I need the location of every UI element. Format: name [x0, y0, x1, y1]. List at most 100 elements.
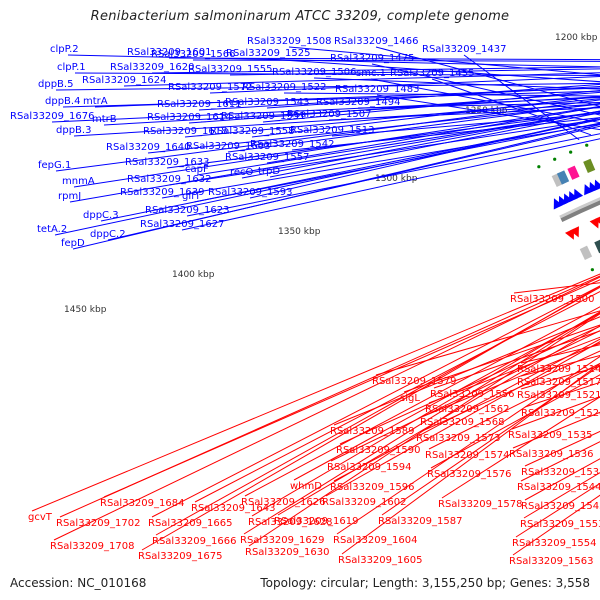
forward-leader-line	[288, 46, 600, 76]
forward-gene-label: dppC.3	[83, 210, 119, 221]
forward-gene-label: RSal33209_1558	[210, 126, 294, 137]
reverse-leader-line	[243, 312, 600, 535]
forward-gene-label: RSal33209_1601	[127, 47, 211, 58]
forward-gene-label: fepD	[61, 238, 85, 249]
forward-gene-label: RSal33209_1676	[10, 111, 94, 122]
reverse-leader-line	[339, 325, 600, 445]
reverse-gene-label: RSal33209_1578	[438, 499, 522, 510]
forward-leader-line	[184, 98, 600, 138]
forward-gene-label: RSal33209_1620	[110, 62, 194, 73]
reverse-leader-line	[428, 362, 600, 450]
cog-box-outer	[551, 172, 564, 187]
forward-gene-labels: clpP.2 clpP.1 dppB.5 dppB.4 RSal33209_1676dp…	[10, 36, 506, 249]
forward-leader-line	[357, 102, 600, 109]
reverse-gene-label: RSal33209_1517	[517, 377, 600, 388]
forward-leader-line	[328, 107, 600, 121]
reverse-gene-labels: RSal33209_1500 RSal33209_1514 RSal33209_15…	[28, 294, 600, 567]
forward-leader-line	[123, 72, 600, 87]
forward-leader-line	[241, 110, 600, 179]
forward-leader-line	[331, 113, 600, 137]
reverse-leader-line	[325, 341, 600, 497]
forward-gene-label: RSal33209_1557	[225, 152, 309, 163]
scale-tick-label: 1350 kbp	[278, 227, 321, 237]
scale-tick-label: 1300 kbp	[375, 174, 418, 184]
forward-gene-label: RSal33209_1624	[82, 75, 166, 86]
cog-box-outer	[556, 170, 570, 185]
forward-gene-label: RSal33209_1522	[242, 82, 326, 93]
forward-leader-line	[168, 57, 600, 61]
forward-leader-line	[69, 110, 600, 203]
rna-marker	[553, 157, 557, 161]
forward-leader-line	[54, 118, 600, 236]
reverse-leader-line	[330, 330, 600, 462]
reverse-gene-label: RSal33209_1535	[508, 430, 592, 441]
forward-leader-line	[51, 96, 600, 123]
reverse-gene-label: RSal33209_1708	[50, 541, 134, 552]
cog-box-inner	[579, 245, 593, 260]
reverse-gene-label: RSal33209_1602	[322, 497, 406, 508]
forward-gene-arrow	[558, 195, 568, 208]
reverse-gene-label: RSal33209_1524	[521, 408, 600, 419]
forward-gene-label: trpD	[258, 166, 280, 177]
forward-leader-line	[375, 46, 600, 107]
forward-gene-label: RSal33209_1603	[186, 141, 270, 152]
reverse-gene-label: RSal33209_1643	[191, 503, 275, 514]
reverse-leader-line	[419, 350, 600, 433]
reverse-gene-label: RSal33209_1629	[240, 535, 324, 546]
reverse-leader-line	[293, 312, 600, 481]
reverse-leader-line	[248, 313, 600, 547]
reverse-leader-line	[277, 325, 600, 516]
forward-leader-line	[94, 87, 600, 108]
forward-label-leaders	[51, 46, 600, 250]
reverse-leader-line	[375, 310, 600, 376]
reverse-leader-line	[31, 273, 600, 512]
reverse-gene-label: RSal33209_1537	[521, 467, 600, 478]
forward-gene-label: RSal33209_1639	[120, 187, 204, 198]
rna-marker	[569, 150, 573, 154]
reverse-leader-line	[428, 336, 600, 404]
reverse-gene-label: RSal33209_1589	[330, 426, 414, 437]
forward-gene-label: RSal33209_1506	[272, 67, 356, 78]
forward-gene-label: RSal33209_1525	[226, 48, 310, 59]
forward-gene-label: dppB.4	[45, 96, 80, 107]
reverse-gene-label: RSal33209_1619	[274, 516, 358, 527]
forward-gene-label: RSal33209_1593	[208, 187, 292, 198]
forward-gene-label: RSal33209_1455	[390, 68, 474, 79]
forward-gene-label: RSal33209_1611	[157, 99, 241, 110]
forward-leader-line	[188, 91, 600, 124]
reverse-gene-label: RSal33209_1594	[327, 462, 411, 473]
forward-leader-line	[192, 59, 600, 62]
forward-gene-arrow	[589, 181, 599, 194]
forward-gene-label: tetA.2	[37, 224, 67, 235]
rna-marker	[585, 143, 589, 147]
reverse-leader-line	[155, 286, 600, 536]
reverse-gene-label: RSal33209_1702	[56, 518, 140, 529]
forward-gene-arrow	[573, 188, 584, 200]
reverse-leader-line	[336, 355, 600, 535]
scale-tick-label: 1400 kbp	[172, 270, 215, 280]
forward-gene-label: RSal33209_1555	[188, 64, 272, 75]
reverse-gene-label: RSal33209_1562	[425, 404, 509, 415]
reverse-gene-label: RSal33209_1665	[148, 518, 232, 529]
forward-gene-label: mtrA	[83, 96, 108, 107]
reverse-gene-label: whmD	[290, 481, 322, 492]
reverse-gene-label: RSal33209_1576	[427, 469, 511, 480]
forward-gene-label: recO	[230, 167, 254, 178]
forward-gene-arrow	[584, 184, 594, 196]
reverse-gene-label: RSal33209_1573	[416, 433, 500, 444]
forward-gene-label: dppC.2	[90, 229, 126, 240]
forward-gene-label: RSal33209_1437	[422, 44, 506, 55]
forward-gene-label: RSal33209_1483	[335, 84, 419, 95]
reverse-leader-line	[251, 311, 600, 517]
forward-leader-line	[72, 124, 600, 250]
cog-box-inner	[594, 239, 600, 254]
forward-leader-line	[370, 78, 600, 124]
reverse-gene-arrow	[569, 226, 579, 238]
forward-gene-label: RSal33209_1566	[151, 49, 235, 60]
reverse-leader-line	[333, 338, 600, 482]
forward-gene-arrow	[563, 193, 573, 205]
rna-marker	[590, 268, 594, 272]
forward-leader-line	[198, 85, 600, 111]
forward-leader-line	[55, 82, 600, 91]
